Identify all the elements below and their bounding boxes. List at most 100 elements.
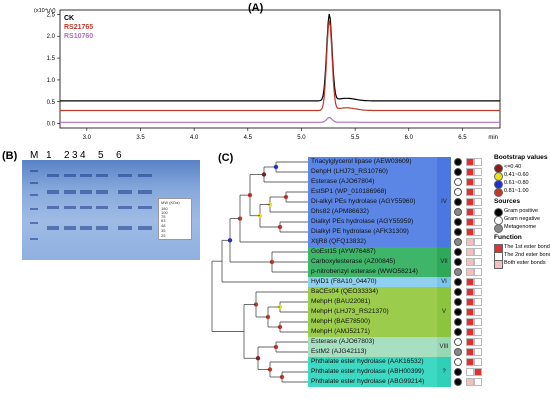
clade-label: V [437, 287, 451, 337]
tree-leaf-label: Triacylglycerol lipase (AEW03609) [308, 157, 439, 167]
lane-label-3: 3 [72, 150, 78, 161]
gel-bands [30, 170, 152, 240]
lane-label-2: 2 [64, 150, 70, 161]
mw-value: 63 [161, 218, 166, 223]
tree-leaf-label: Esterase (AJO67804) [308, 177, 439, 187]
function-square [466, 188, 474, 196]
function-square [474, 158, 482, 166]
source-dot [454, 258, 462, 266]
legend-label: CK [64, 15, 74, 22]
source-label: Gram negative [504, 216, 541, 222]
source-dot [454, 178, 462, 186]
mw-value: 25 [161, 233, 166, 238]
tree-leaf-label: MehpH (LHJ73_RS21370) [308, 307, 439, 317]
source-swatch [494, 224, 503, 233]
series-line-2 [60, 116, 500, 123]
tree-leaf-label: MehpH (AMJ52171) [308, 327, 439, 337]
lane-label-m: M [30, 150, 39, 161]
clade-label: IV [437, 157, 451, 247]
lane-label-5: 5 [98, 150, 104, 161]
source-dot [454, 248, 462, 256]
function-label: Both ester bonds [504, 260, 546, 266]
function-square [474, 178, 482, 186]
source-dot [454, 368, 462, 376]
legend-function-title: Function [494, 234, 522, 241]
bootstrap-label: <=0.40 [504, 164, 522, 170]
tree-leaf-label: GoEst15 (AYW76487) [308, 247, 439, 257]
function-square [466, 348, 474, 356]
source-dot [454, 378, 462, 386]
function-square [466, 258, 474, 266]
source-dot [454, 188, 462, 196]
function-square [474, 328, 482, 336]
function-square [474, 278, 482, 286]
tree-leaf-label: MehpH (BAU22081) [308, 297, 439, 307]
lane-label-1: 1 [46, 150, 52, 161]
function-square [474, 248, 482, 256]
source-dot [454, 198, 462, 206]
tree-leaf-label: Phthalate ester hydrolase (ABG99214) [308, 377, 439, 387]
source-dot [454, 338, 462, 346]
y-tick-label: 0.0 [47, 122, 56, 128]
mw-value: 100 [161, 210, 168, 215]
function-square [466, 378, 474, 386]
mw-value: 35 [161, 228, 166, 233]
tree-leaf-label: Phthalate ester hydrolase (ABH00399) [308, 367, 439, 377]
bootstrap-label: 0.41~0.60 [504, 172, 529, 178]
mw-value: 48 [161, 223, 166, 228]
function-square [466, 178, 474, 186]
x-tick-label: 5.5 [351, 135, 360, 141]
function-square [474, 198, 482, 206]
y-tick-label: 1.5 [47, 56, 56, 62]
function-square [466, 338, 474, 346]
tree-leaf-label: Phthalate ester hydrolase (AAK16532) [308, 357, 439, 367]
function-square [466, 168, 474, 176]
chromatogram-chart: (x10⁴uV)2.5 2.0 1.5 1.0 0.5 0.0 3.0 3.5 4.0 4.5 5.… [34, 7, 501, 141]
function-square [466, 328, 474, 336]
function-square [466, 358, 474, 366]
source-dot [454, 308, 462, 316]
x-tick-label: 6.0 [405, 135, 414, 141]
x-tick-label: 3.0 [83, 135, 92, 141]
function-square [474, 268, 482, 276]
clade-label: VI [437, 277, 451, 287]
tree-leaf-label: Esterase (AJO67803) [308, 337, 439, 347]
tree-leaf-label: Di-alkyl PEs hydrolase (AGY55960) [308, 197, 439, 207]
x-tick-label: 3.5 [136, 135, 145, 141]
function-swatch [494, 260, 503, 269]
function-label: The 2nd ester bond [504, 252, 550, 258]
panel-label-b: (B) [2, 150, 18, 162]
function-square [474, 298, 482, 306]
series-line-0 [60, 13, 500, 102]
function-square [474, 188, 482, 196]
source-dot [454, 268, 462, 276]
source-dot [454, 168, 462, 176]
y-tick-label: 2.0 [47, 34, 56, 40]
function-square [466, 218, 474, 226]
tree-leaf-label: XtjR8 (QFQ13832) [308, 237, 439, 247]
tree-leaf-label: HylD1 (F8A10_04470) [308, 277, 439, 287]
source-dot [454, 328, 462, 336]
mw-header: MW (KDa) [161, 200, 180, 205]
clade-label: ? [437, 357, 451, 387]
function-square [466, 368, 474, 376]
function-square [466, 158, 474, 166]
function-square [466, 308, 474, 316]
x-tick-label: 4.5 [244, 135, 253, 141]
function-square [474, 228, 482, 236]
mw-marker-inset: MW (KDa) 180 100 75 63 48 35 25 [158, 198, 192, 240]
y-unit-label: (x10⁴uV) [34, 7, 56, 14]
legend-sources-title: Sources [494, 198, 521, 205]
source-label: Metagenome [504, 224, 537, 230]
clade-label: VIII [437, 337, 451, 357]
bootstrap-node [253, 302, 259, 307]
lane-label-4: 4 [80, 150, 86, 161]
function-square [466, 278, 474, 286]
mw-value: 180 [161, 206, 168, 211]
bootstrap-node [255, 356, 261, 361]
function-square [466, 298, 474, 306]
function-square [474, 288, 482, 296]
legend-label: RS21765 [64, 24, 93, 31]
function-square [474, 168, 482, 176]
tree-leaf-label: Dialkyl PE hydrolase (AFK31309) [308, 227, 439, 237]
